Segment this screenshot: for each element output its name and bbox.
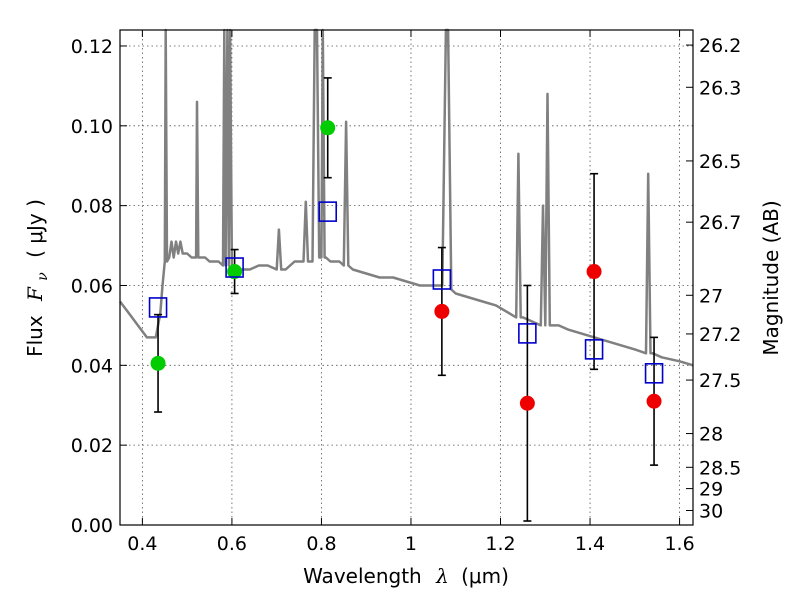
observed-points xyxy=(150,120,662,411)
observed-point xyxy=(646,393,662,409)
x-axis-label-unit: (μm) xyxy=(461,564,509,588)
x-axis-label: Wavelength λ (μm) xyxy=(303,564,509,588)
magnitude-tick-label: 27.2 xyxy=(699,324,741,346)
model-square xyxy=(318,201,338,222)
plot-frame xyxy=(119,29,694,526)
x-tick-label: 1.2 xyxy=(485,533,515,555)
observed-point xyxy=(227,264,243,280)
model-square xyxy=(518,323,537,344)
axis-ticks: 0.4 0.6 0.8 1 1.2 1.4 1.6 0.00 0.02 0.04 0.06 0.08 0… xyxy=(71,30,741,555)
magnitude-tick-label: 27.5 xyxy=(699,370,741,392)
y-tick-label: 0.12 xyxy=(71,36,113,58)
y-tick-label: 0.10 xyxy=(71,116,113,138)
spectrum-line xyxy=(119,28,694,367)
magnitude-tick-label: 30 xyxy=(699,501,723,523)
y-axis-label: Flux F ν ( μJy ) xyxy=(23,199,52,357)
y-axis-label-prefix: Flux xyxy=(23,315,47,357)
model-square xyxy=(644,363,664,384)
magnitude-tick-label: 27 xyxy=(699,285,723,307)
model-square xyxy=(584,339,604,360)
observed-point xyxy=(434,303,450,319)
x-tick-label: 0.4 xyxy=(127,533,157,555)
magnitude-tick-label: 28 xyxy=(699,424,723,446)
x-tick-label: 1.6 xyxy=(664,533,694,555)
magnitude-tick-label: 26.3 xyxy=(699,77,741,99)
magnitude-axis-label: Magnitude (AB) xyxy=(759,200,783,355)
y-tick-label: 0.04 xyxy=(71,355,113,377)
magnitude-tick-label: 28.5 xyxy=(699,457,741,479)
grid xyxy=(120,30,693,525)
y-tick-label: 0.00 xyxy=(71,515,113,537)
y-tick-label: 0.06 xyxy=(71,275,113,297)
magnitude-tick-label: 26.7 xyxy=(699,212,741,234)
model-square xyxy=(225,257,244,278)
observed-point xyxy=(320,120,336,136)
x-tick-label: 0.6 xyxy=(217,533,247,555)
y-tick-label: 0.08 xyxy=(71,196,113,218)
x-axis-label-symbol: λ xyxy=(435,564,449,588)
model-squares xyxy=(148,201,664,384)
y-tick-label: 0.02 xyxy=(71,435,113,457)
x-axis-label-prefix: Wavelength xyxy=(303,564,422,588)
magnitude-tick-label: 26.5 xyxy=(699,151,741,173)
y-axis-label-subscript: ν xyxy=(35,272,51,281)
x-tick-label: 1.4 xyxy=(575,533,605,555)
observed-point xyxy=(150,355,166,371)
x-tick-label: 0.8 xyxy=(306,533,336,555)
model-spectrum xyxy=(119,28,694,367)
observed-point xyxy=(519,395,535,411)
model-square xyxy=(148,297,168,318)
y-axis-label-symbol: F xyxy=(23,286,47,302)
x-tick-label: 1 xyxy=(405,533,417,555)
magnitude-tick-label: 26.2 xyxy=(699,35,741,57)
y-axis-label-unit: ( μJy ) xyxy=(23,199,47,258)
model-square xyxy=(432,269,452,290)
observed-point xyxy=(586,264,602,280)
magnitude-tick-label: 29 xyxy=(699,479,723,501)
